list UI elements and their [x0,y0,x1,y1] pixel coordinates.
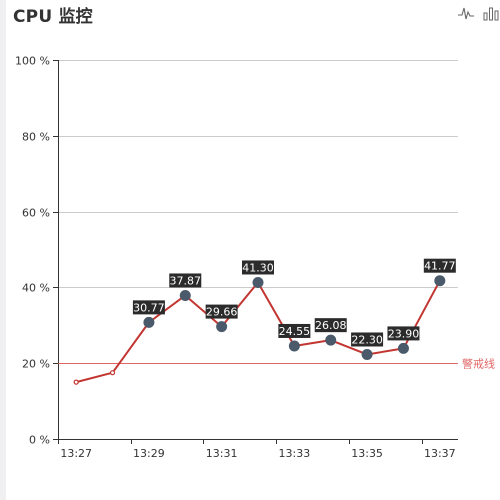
data-point[interactable] [179,289,191,301]
data-label: 41.30 [242,261,274,274]
data-label-box [423,258,456,273]
y-tick-label: 40 % [22,282,50,295]
x-tick-label: 13:27 [60,447,92,460]
data-label-box [387,326,420,341]
data-label: 24.55 [279,325,311,338]
data-label: 26.08 [315,319,347,332]
x-tick-label: 13:37 [424,447,456,460]
bar-chart-icon[interactable] [482,4,500,22]
data-point[interactable] [252,276,264,288]
data-label-box [278,323,311,338]
data-label-box [132,300,165,315]
data-point[interactable] [434,275,446,287]
data-label-box [205,304,238,319]
data-label: 30.77 [133,301,165,314]
left-edge-strip [0,0,6,500]
chart-title: CPU 监控 [13,7,93,27]
x-tick-label: 13:35 [351,447,383,460]
data-point[interactable] [397,342,409,354]
data-point[interactable] [109,370,116,376]
x-tick-label: 13:29 [133,447,165,460]
data-point[interactable] [288,340,300,352]
data-label-box [169,273,202,288]
y-tick-label: 20 % [22,358,50,371]
threshold-label: 警戒线 [462,357,495,371]
x-tick-label: 13:33 [279,447,311,460]
data-label-box [351,332,384,347]
data-label: 37.87 [170,274,202,287]
y-tick-label: 100 % [15,55,50,68]
data-label: 29.66 [206,306,238,319]
data-label-box [314,318,347,333]
data-label: 22.30 [351,333,383,346]
y-tick-label: 60 % [22,207,50,220]
data-point[interactable] [325,334,337,346]
data-label-box [242,260,274,275]
chart-toolbox [457,4,500,22]
data-label: 41.77 [424,260,456,273]
y-tick-label: 80 % [22,131,50,144]
data-point[interactable] [216,321,228,333]
data-point[interactable] [143,316,155,328]
line-chart-icon[interactable] [457,4,475,22]
data-point[interactable] [73,379,79,385]
series-line [75,280,441,384]
data-label: 23.90 [388,327,420,340]
x-tick-label: 13:31 [206,447,238,460]
y-tick-label: 0 % [29,434,50,447]
data-point[interactable] [361,348,373,360]
